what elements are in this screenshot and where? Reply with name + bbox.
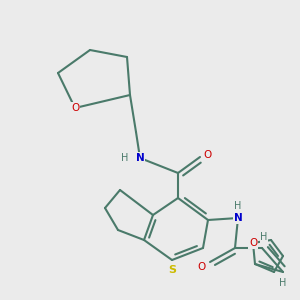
- Text: H: H: [121, 153, 129, 163]
- Text: O: O: [198, 262, 206, 272]
- Text: O: O: [204, 150, 212, 160]
- Text: N: N: [234, 213, 242, 223]
- Text: O: O: [71, 103, 79, 113]
- Text: S: S: [168, 265, 176, 275]
- Text: H: H: [279, 278, 287, 288]
- Text: H: H: [234, 201, 242, 211]
- Text: N: N: [136, 153, 144, 163]
- Text: H: H: [260, 232, 268, 242]
- Text: O: O: [249, 238, 257, 248]
